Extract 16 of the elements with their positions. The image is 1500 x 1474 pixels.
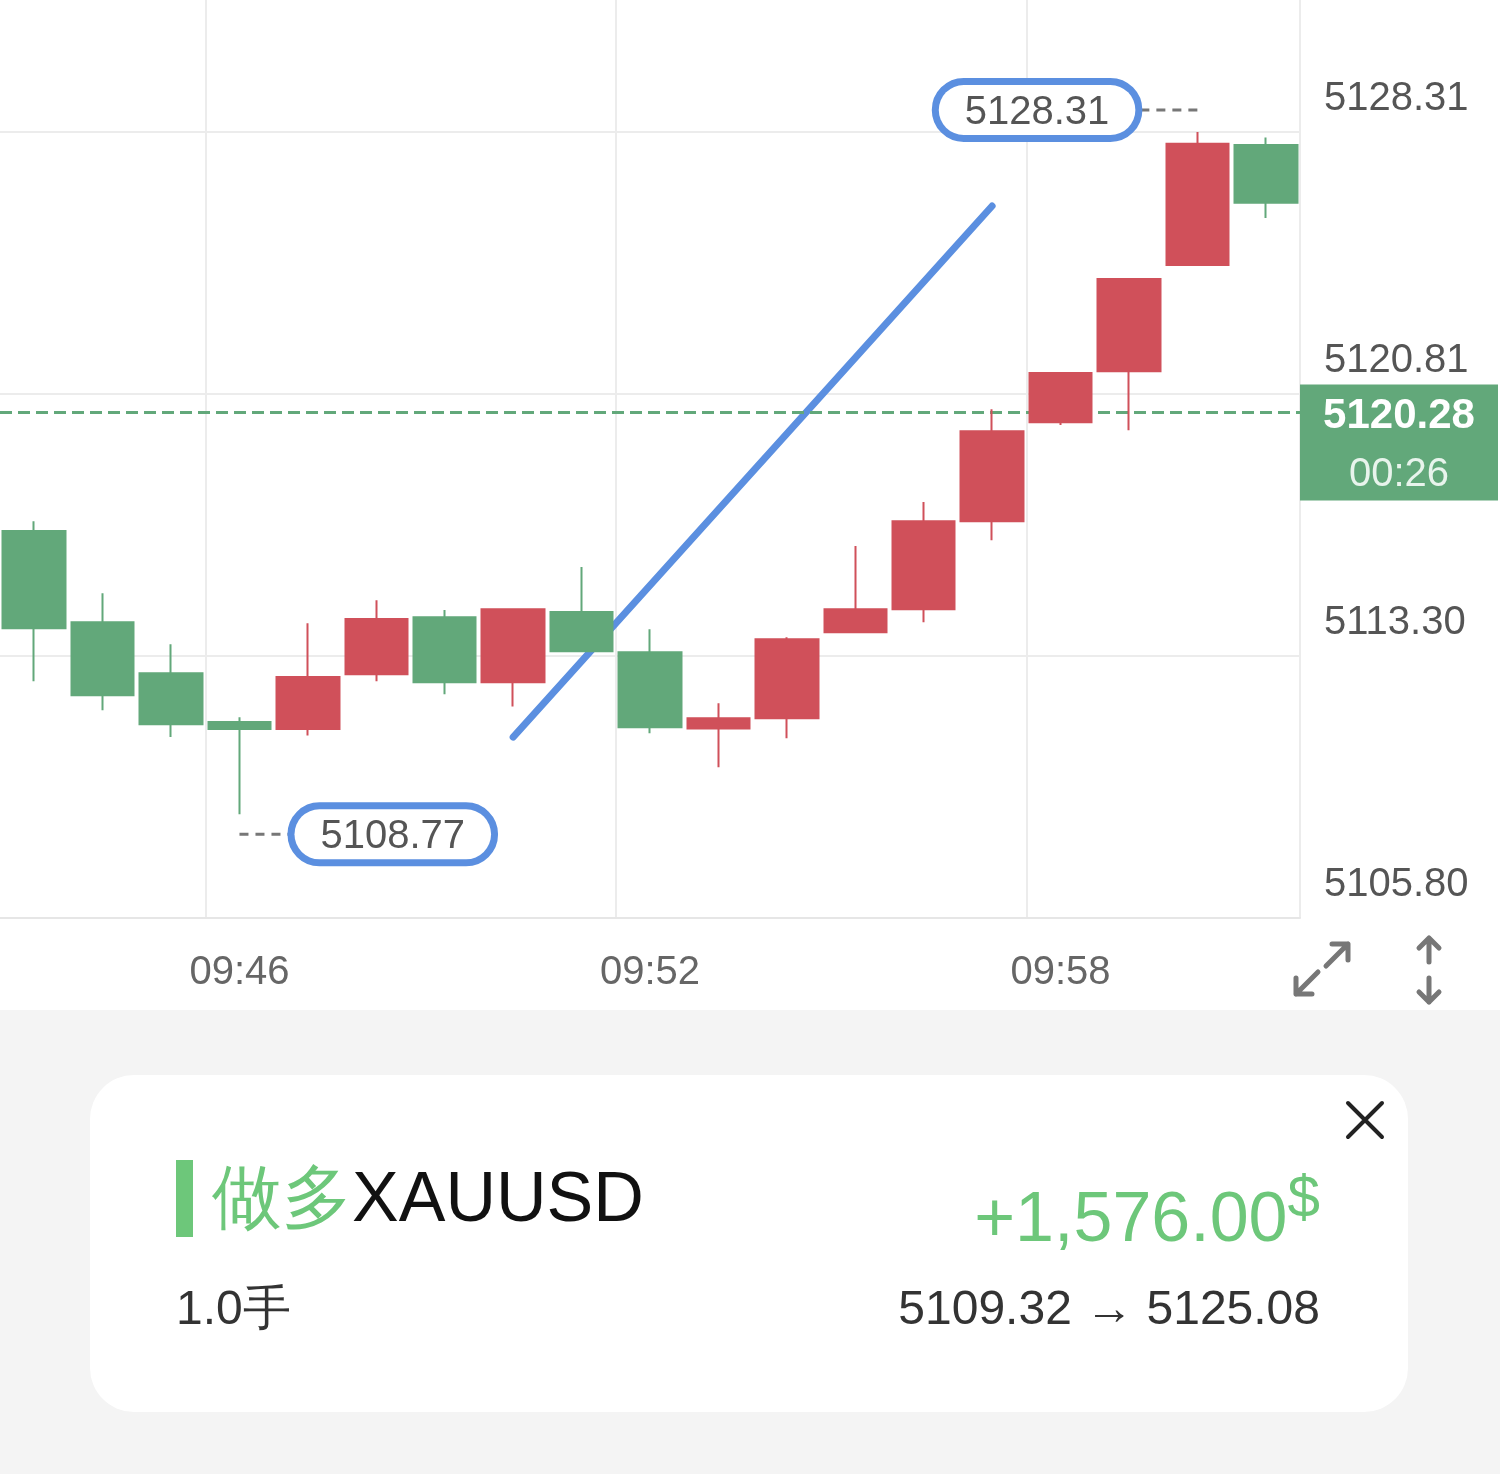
text: +1,576.00$^{$}$ bbox=[974, 1163, 1320, 1259]
annotation: 5108.77 bbox=[320, 812, 466, 857]
ref-line-label: 5120.28 bbox=[1323, 389, 1475, 437]
y-tick-label: 5113.30 bbox=[1324, 598, 1466, 643]
text: 做多 bbox=[212, 1158, 352, 1236]
text: 1.0手 bbox=[176, 1280, 291, 1336]
y-tick-label: 5105.80 bbox=[1324, 860, 1469, 904]
text: XAUUSD bbox=[352, 1158, 644, 1236]
x-tick-label: 09:46 bbox=[189, 948, 290, 992]
y-tick-label: 5120.81 bbox=[1324, 335, 1469, 380]
y-tick-label: 5128.31 bbox=[1324, 73, 1469, 118]
x-tick-label: 09:58 bbox=[1010, 948, 1111, 992]
text: 5109.32 → 5125.08 bbox=[898, 1280, 1320, 1336]
text: 00:26 bbox=[1348, 450, 1450, 495]
annotation: 5128.31 bbox=[964, 87, 1110, 132]
x-tick-label: 09:52 bbox=[599, 948, 701, 992]
